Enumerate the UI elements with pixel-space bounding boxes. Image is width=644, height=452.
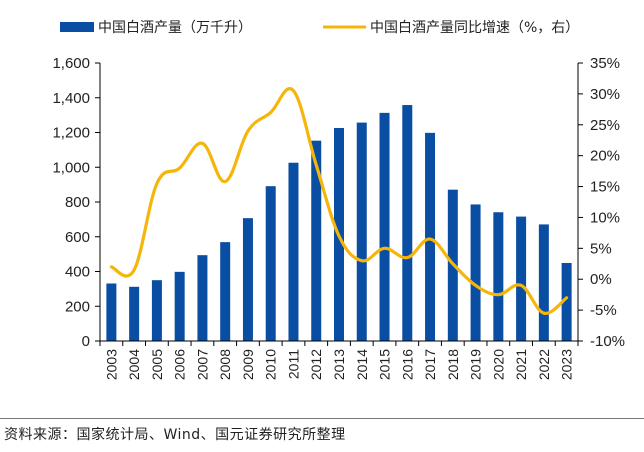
x-tick-label: 2016 [399, 349, 415, 380]
right-tick-label: 10% [590, 209, 620, 226]
x-tick-label: 2010 [263, 349, 279, 380]
left-tick-label: 600 [65, 229, 90, 246]
left-tick-label: 0 [82, 333, 90, 350]
left-tick-label: 400 [65, 264, 90, 281]
x-tick-label: 2014 [354, 349, 370, 380]
bar-2019 [470, 204, 481, 341]
right-tick-label: 30% [590, 86, 620, 103]
right-tick-label: 25% [590, 117, 620, 134]
x-tick-label: 2003 [103, 349, 119, 380]
x-tick-label: 2020 [490, 349, 506, 380]
x-tick-label: 2017 [422, 349, 438, 380]
right-tick-label: 0% [590, 271, 612, 288]
left-tick-label: 1,000 [52, 159, 90, 176]
bar-2022 [538, 224, 549, 341]
bar-2023 [561, 262, 572, 341]
bar-2020 [493, 212, 504, 341]
x-tick-label: 2018 [445, 349, 461, 380]
bar-2009 [242, 218, 253, 341]
bar-2008 [220, 242, 231, 341]
right-axis: -10% -5% 0% 5% 10% 15% 20% 25% 30% 35% [577, 55, 625, 350]
legend-bar-swatch [60, 22, 94, 32]
left-tick-label: 200 [65, 298, 90, 315]
x-tick-label: 2006 [172, 349, 188, 380]
legend-bar-label: 中国白酒产量（万千升） [98, 20, 252, 36]
divider [0, 418, 644, 419]
bar-2006 [174, 271, 185, 341]
x-tick-label: 2005 [149, 349, 165, 380]
growth-line [109, 87, 569, 315]
right-tick-label: 20% [590, 148, 620, 165]
right-tick-label: -5% [590, 302, 617, 319]
bar-2005 [151, 280, 162, 341]
x-tick-label: 2011 [285, 349, 301, 379]
x-tick-label: 2009 [240, 349, 256, 380]
left-tick-label: 1,200 [52, 125, 90, 142]
bar-2010 [265, 186, 276, 341]
source-note: 资料来源：国家统计局、Wind、国元证券研究所整理 [4, 427, 346, 443]
x-tick-label: 2015 [377, 349, 393, 380]
x-tick-label: 2012 [308, 349, 324, 380]
bar-2003 [106, 283, 117, 341]
bar-2017 [425, 132, 436, 341]
x-axis: 2003 2004 2005 2006 2007 2008 2009 2010 2011 2012… [99, 340, 579, 380]
bar-series [106, 105, 572, 342]
x-tick-label: 2007 [194, 349, 210, 380]
x-tick-label: 2008 [217, 349, 233, 380]
legend: 中国白酒产量（万千升） 中国白酒产量同比增速（%，右） [60, 20, 579, 36]
bar-2011 [288, 162, 299, 341]
chart: 中国白酒产量（万千升） 中国白酒产量同比增速（%，右） 0 200 400 600 80… [52, 20, 625, 380]
right-tick-label: 15% [590, 179, 620, 196]
bar-2007 [197, 255, 208, 341]
bar-2016 [402, 105, 413, 341]
x-tick-label: 2013 [331, 349, 347, 380]
left-tick-label: 1,600 [52, 55, 90, 72]
bar-2021 [516, 216, 527, 341]
left-tick-label: 800 [65, 194, 90, 211]
x-tick-label: 2022 [536, 349, 552, 380]
right-tick-label: 35% [590, 55, 620, 72]
x-tick-label: 2023 [559, 349, 575, 380]
bar-2012 [311, 140, 322, 341]
bar-2014 [356, 122, 367, 341]
legend-line-label: 中国白酒产量同比增速（%，右） [370, 20, 579, 36]
bar-2004 [129, 286, 140, 341]
left-axis: 0 200 400 600 800 1,000 1,200 1,400 1,600 [52, 55, 101, 350]
bar-2015 [379, 112, 390, 342]
line-series [109, 87, 569, 315]
x-tick-label: 2019 [468, 349, 484, 380]
right-tick-label: -10% [590, 333, 625, 350]
right-tick-label: 5% [590, 240, 612, 257]
x-tick-label: 2004 [126, 349, 142, 380]
left-tick-label: 1,400 [52, 90, 90, 107]
x-tick-label: 2021 [513, 349, 529, 380]
